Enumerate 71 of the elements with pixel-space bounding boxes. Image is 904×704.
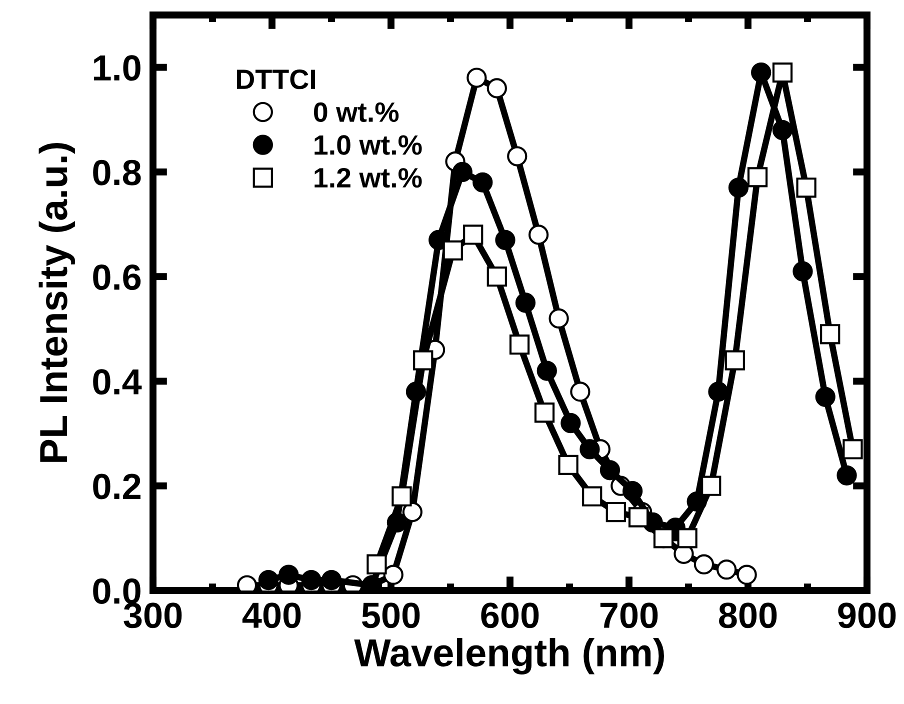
point	[747, 167, 768, 188]
x-tick-label: 500	[362, 602, 420, 628]
point	[580, 439, 600, 460]
y-tick-label: 0.4	[93, 369, 142, 395]
point	[772, 120, 793, 140]
legend-title: DTTCI	[236, 70, 316, 90]
y-axis-title: PL Intensity (a.u.)	[38, 142, 76, 462]
point	[278, 564, 299, 585]
point	[736, 564, 757, 585]
point	[820, 324, 840, 344]
point	[842, 439, 863, 460]
point	[622, 481, 643, 502]
point	[677, 528, 698, 548]
legend-label: 1.2 wt.%	[314, 168, 422, 188]
point	[509, 334, 530, 355]
point	[402, 502, 422, 522]
point	[558, 454, 578, 476]
point	[606, 502, 626, 522]
point	[628, 507, 649, 528]
point	[515, 292, 536, 313]
point	[301, 570, 322, 590]
point	[772, 62, 793, 83]
point	[570, 382, 590, 402]
point	[815, 386, 836, 407]
point	[724, 350, 745, 370]
point	[472, 172, 493, 192]
point	[486, 266, 507, 287]
point	[792, 261, 813, 282]
x-tick-label: 900	[838, 602, 896, 628]
y-tick-label: 1.0	[94, 55, 140, 81]
point	[694, 554, 714, 574]
x-tick-label: 600	[481, 602, 539, 628]
x-tick-label: 800	[719, 602, 777, 628]
y-tick-label: 0.8	[93, 160, 141, 186]
legend-label: 1.0 wt.%	[314, 135, 422, 155]
point	[534, 402, 555, 423]
point	[728, 178, 749, 198]
y-tick-label: 0.2	[93, 474, 140, 500]
point	[486, 78, 507, 98]
point	[321, 570, 342, 590]
point	[452, 162, 472, 182]
point	[836, 465, 857, 486]
point	[413, 350, 434, 370]
point	[383, 564, 404, 585]
point	[442, 240, 463, 261]
y-tick-label: 0.6	[93, 264, 141, 290]
point	[708, 382, 728, 402]
point	[548, 308, 569, 329]
x-tick-label: 300	[124, 602, 182, 628]
point	[716, 560, 737, 580]
point	[653, 528, 674, 548]
point	[366, 554, 387, 574]
point	[528, 224, 549, 245]
point	[258, 570, 279, 590]
point	[600, 460, 620, 480]
point	[582, 486, 602, 506]
point	[495, 230, 516, 250]
point	[466, 68, 487, 88]
x-tick-label: 700	[600, 602, 658, 628]
x-axis-title: Wavelength (nm)	[354, 638, 664, 674]
point	[536, 360, 557, 381]
y-tick-label: 0.0	[93, 578, 140, 604]
point	[796, 178, 816, 198]
point	[507, 146, 528, 166]
point	[463, 224, 484, 245]
point	[392, 486, 412, 506]
x-tick-label: 400	[242, 602, 301, 628]
point	[560, 413, 581, 434]
legend-label: 0 wt.%	[314, 102, 399, 122]
point	[751, 62, 772, 83]
point	[701, 476, 722, 496]
